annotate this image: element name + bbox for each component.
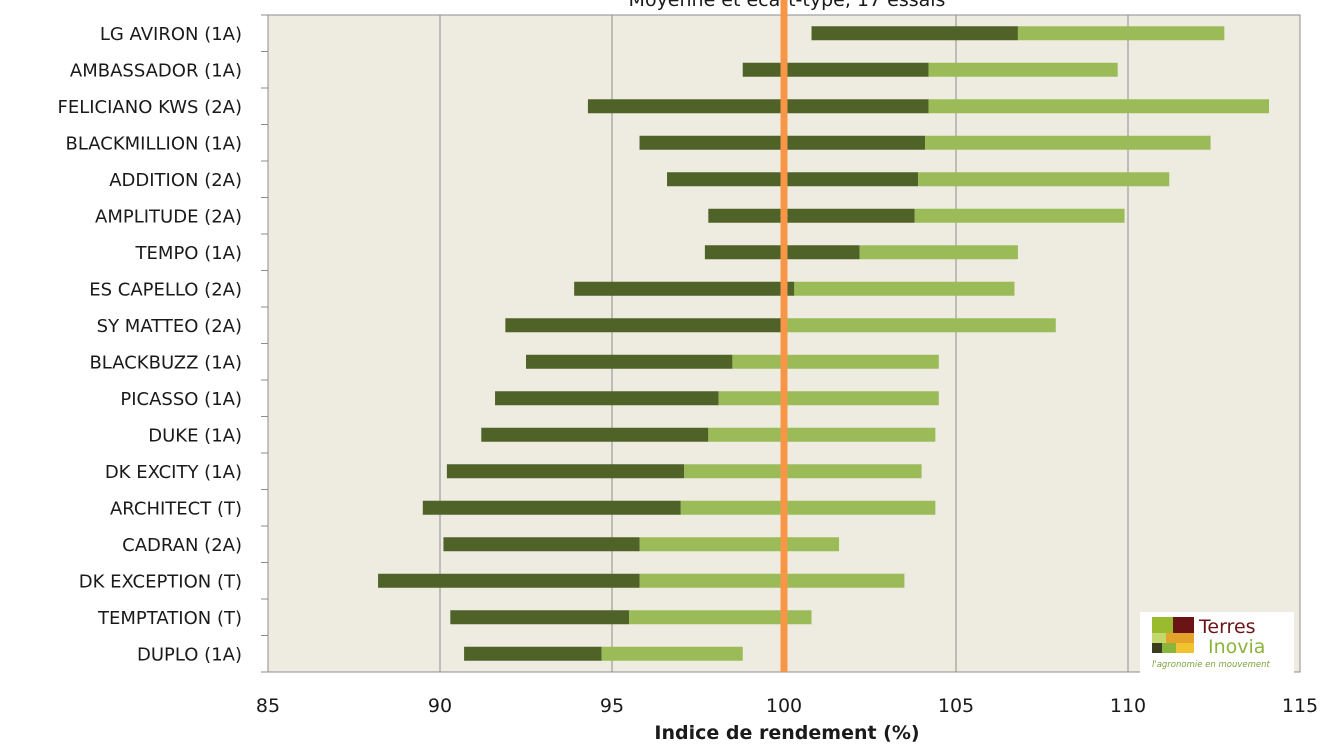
bar-segment-1-17: [450, 610, 630, 625]
bar-segment-1-9: [505, 318, 784, 333]
x-tick-label: 90: [428, 695, 452, 717]
category-label: ADDITION (2A): [109, 170, 242, 191]
category-label: BLACKBUZZ (1A): [89, 352, 242, 373]
bar-segment-1-12: [481, 427, 709, 442]
bar-segment-1-3: [587, 99, 929, 114]
category-label: DUPLO (1A): [137, 644, 242, 665]
x-tick-label: 110: [1110, 695, 1146, 717]
category-label: TEMPTATION (T): [97, 608, 242, 629]
bar-segment-2-15: [639, 537, 840, 552]
x-tick-label: 95: [600, 695, 624, 717]
bar-segment-1-18: [464, 646, 602, 661]
x-axis-title: Indice de rendement (%): [654, 722, 919, 744]
bar-segment-2-12: [708, 427, 936, 442]
bar-segment-2-11: [718, 391, 939, 406]
bar-segment-2-9: [784, 318, 1056, 333]
category-label: CADRAN (2A): [122, 535, 242, 556]
category-label: ARCHITECT (T): [110, 498, 242, 519]
bar-segment-2-2: [928, 62, 1118, 77]
bar-segment-2-10: [732, 354, 939, 369]
bar-segment-2-6: [914, 208, 1125, 223]
bar-segment-2-14: [680, 500, 936, 515]
bar-segment-2-16: [639, 573, 905, 588]
bar-segment-1-1: [811, 26, 1018, 41]
bar-segment-2-4: [925, 135, 1211, 150]
category-label: DUKE (1A): [148, 425, 242, 446]
bar-segment-1-14: [422, 500, 681, 515]
category-label: TEMPO (1A): [135, 243, 242, 264]
x-tick-label: 115: [1282, 695, 1318, 717]
category-label: AMPLITUDE (2A): [95, 206, 242, 227]
bar-segment-1-13: [446, 464, 685, 479]
category-label: FELICIANO KWS (2A): [57, 97, 242, 118]
category-labels: LG AVIRON (1A) AMBASSADOR (1A) FELICIANO K…: [57, 24, 242, 666]
bar-segment-1-16: [378, 573, 640, 588]
bar-segment-2-5: [918, 172, 1170, 187]
bar-segment-1-5: [667, 172, 919, 187]
x-tick-label: 85: [256, 695, 280, 717]
x-tick-label: 105: [938, 695, 974, 717]
logo-tagline: l'agronomie en mouvement: [1152, 660, 1271, 670]
bar-segment-1-10: [526, 354, 733, 369]
category-label: BLACKMILLION (1A): [65, 133, 242, 154]
category-label: LG AVIRON (1A): [100, 24, 242, 45]
bar-segment-2-7: [859, 245, 1018, 260]
category-label: AMBASSADOR (1A): [70, 60, 242, 81]
bar-segment-2-1: [1017, 26, 1225, 41]
bars: [378, 26, 1270, 661]
bar-segment-2-8: [794, 281, 1015, 296]
gridlines: [261, 14, 1129, 673]
bar-segment-1-11: [495, 391, 719, 406]
bar-segment-1-8: [574, 281, 795, 296]
logo-text-inovia: Inovia: [1208, 636, 1265, 658]
category-label: DK EXCEPTION (T): [79, 571, 242, 592]
bar-segment-2-13: [684, 464, 922, 479]
category-label: PICASSO (1A): [120, 389, 242, 410]
category-label: ES CAPELLO (2A): [89, 279, 242, 300]
category-label: DK EXCITY (1A): [105, 462, 242, 483]
bar-segment-2-18: [601, 646, 743, 661]
x-tick-label: 100: [766, 695, 802, 717]
x-tick-labels: 85 90 95 100 105 110 115: [256, 695, 1318, 717]
terres-inovia-logo: Terres Inovia l'agronomie en mouvement: [1140, 612, 1294, 675]
bar-segment-1-6: [708, 208, 915, 223]
bar-segment-1-15: [443, 537, 640, 552]
bar-segment-2-17: [629, 610, 812, 625]
logo-text-terres: Terres: [1198, 616, 1256, 638]
category-label: SY MATTEO (2A): [97, 316, 242, 337]
bar-segment-1-2: [742, 62, 929, 77]
bar-segment-2-3: [928, 99, 1270, 114]
